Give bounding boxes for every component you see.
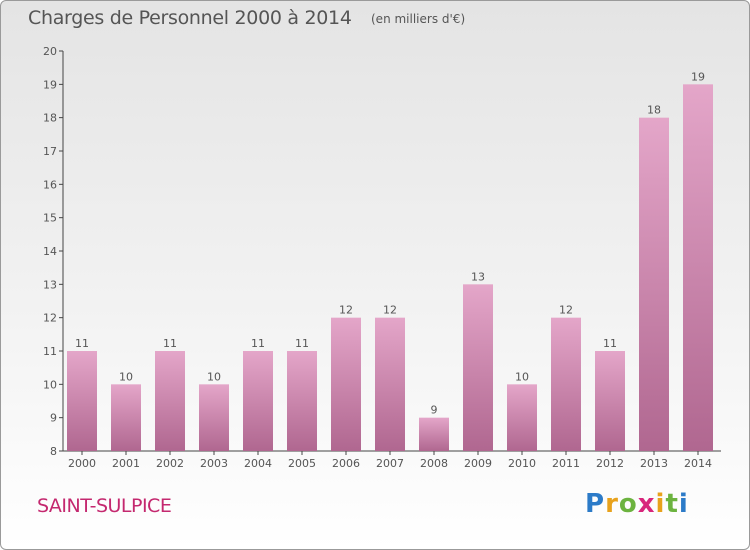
bar-value-label: 10: [119, 370, 133, 383]
y-tick-label: 8: [50, 445, 57, 458]
labels: 11 2000 10 2001 11 2002 10 2003 11 2004 11 2005 12 20…: [68, 70, 712, 470]
bar-value-label: 11: [75, 337, 89, 350]
bar-value-label: 12: [339, 304, 353, 317]
x-tick-label: 2012: [596, 457, 624, 470]
bar: [551, 317, 581, 451]
bar-value-label: 9: [431, 404, 438, 417]
bar: [683, 84, 713, 451]
y-tick-label: 20: [43, 45, 57, 58]
x-tick-label: 2003: [200, 457, 228, 470]
y-tick-label: 13: [43, 278, 57, 291]
y-tick-label: 16: [43, 178, 57, 191]
bar-value-label: 10: [207, 370, 221, 383]
x-tick-label: 2009: [464, 457, 492, 470]
bar: [111, 384, 141, 451]
x-tick-label: 2011: [552, 457, 580, 470]
bar: [67, 351, 97, 451]
y-tick-label: 19: [43, 78, 57, 91]
bar-value-label: 13: [471, 270, 485, 283]
x-tick-label: 2002: [156, 457, 184, 470]
chart-title: Charges de Personnel 2000 à 2014: [28, 7, 352, 29]
x-tick-label: 2014: [684, 457, 712, 470]
city-name: SAINT-SULPICE: [37, 495, 172, 517]
y-tick-label: 14: [43, 245, 57, 258]
bar: [287, 351, 317, 451]
bar-value-label: 12: [559, 304, 573, 317]
x-tick-label: 2004: [244, 457, 272, 470]
bar: [243, 351, 273, 451]
bar: [199, 384, 229, 451]
y-tick-label: 9: [50, 412, 57, 425]
x-tick-label: 2010: [508, 457, 536, 470]
bar: [375, 317, 405, 451]
bar-value-label: 11: [603, 337, 617, 350]
bar-value-label: 11: [163, 337, 177, 350]
x-tick-label: 2000: [68, 457, 96, 470]
y-tick-label: 18: [43, 112, 57, 125]
bar: [639, 117, 669, 452]
bar-value-label: 11: [295, 337, 309, 350]
bar-value-label: 19: [691, 70, 705, 83]
x-tick-label: 2006: [332, 457, 360, 470]
bar: [463, 284, 493, 451]
bar-value-label: 11: [251, 337, 265, 350]
chart-subtitle: (en milliers d'€): [371, 12, 466, 26]
y-tick-label: 17: [43, 145, 57, 158]
bar: [507, 384, 537, 451]
x-tick-label: 2013: [640, 457, 668, 470]
bar-value-label: 10: [515, 370, 529, 383]
x-tick-label: 2007: [376, 457, 404, 470]
brand-logo: Proxiti: [585, 489, 689, 519]
x-tick-label: 2001: [112, 457, 140, 470]
bar: [419, 417, 449, 451]
bar: [595, 351, 625, 451]
bar: [331, 317, 361, 451]
y-tick-label: 11: [43, 345, 57, 358]
bar-value-label: 12: [383, 304, 397, 317]
bars: [67, 84, 713, 452]
y-tick-label: 10: [43, 378, 57, 391]
y-tick-label: 12: [43, 312, 57, 325]
x-tick-label: 2005: [288, 457, 316, 470]
bar: [155, 351, 185, 451]
y-tick-label: 15: [43, 212, 57, 225]
bar-value-label: 18: [647, 104, 661, 117]
x-tick-label: 2008: [420, 457, 448, 470]
